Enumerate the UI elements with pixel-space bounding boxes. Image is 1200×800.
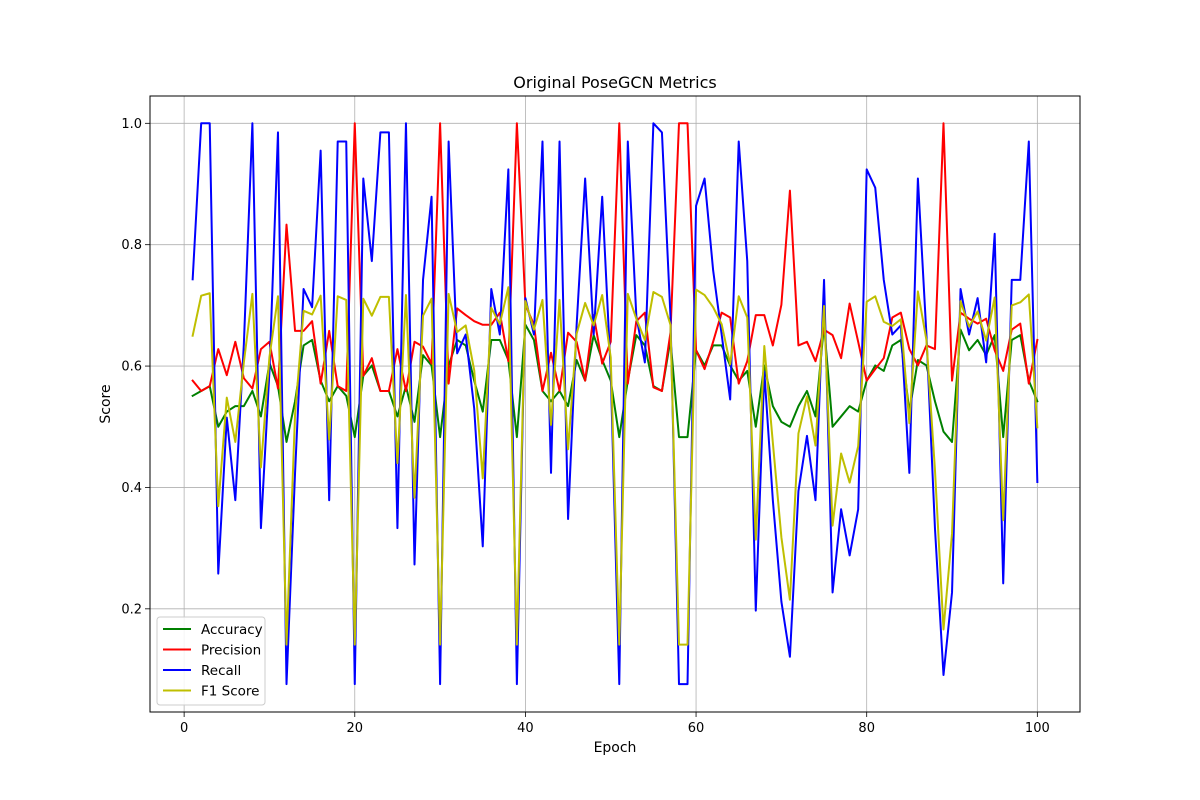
y-axis: 0.2 0.4 0.6 0.8 1.0 [121, 117, 150, 617]
legend: Accuracy Precision Recall F1 Score [156, 616, 266, 706]
x-axis: 0 20 40 60 80 100 [180, 712, 1050, 736]
y-tick-label: 1.0 [121, 117, 142, 132]
x-tick-label: 20 [346, 721, 363, 736]
legend-label-precision: Precision [201, 643, 261, 659]
x-tick-label: 0 [180, 721, 188, 736]
y-tick-label: 0.8 [121, 238, 142, 253]
x-tick-label: 40 [517, 721, 534, 736]
x-axis-label: Epoch [594, 740, 637, 756]
legend-box [156, 616, 266, 706]
series-layer [191, 122, 1039, 686]
x-tick-label: 80 [858, 721, 875, 736]
y-tick-label: 0.2 [121, 602, 142, 617]
series-line-f1-score [191, 286, 1039, 646]
legend-label-recall: Recall [201, 663, 241, 679]
x-tick-label: 60 [688, 721, 705, 736]
legend-label-f1-score: F1 Score [201, 684, 259, 700]
legend-label-accuracy: Accuracy [201, 622, 263, 638]
y-tick-label: 0.4 [121, 481, 142, 496]
y-axis-label: Score [98, 384, 114, 423]
x-tick-label: 100 [1025, 721, 1050, 736]
series-line-accuracy [191, 323, 1039, 443]
y-tick-label: 0.6 [121, 360, 142, 375]
chart-title: Original PoseGCN Metrics [513, 73, 716, 92]
plot-frame [149, 95, 1081, 713]
